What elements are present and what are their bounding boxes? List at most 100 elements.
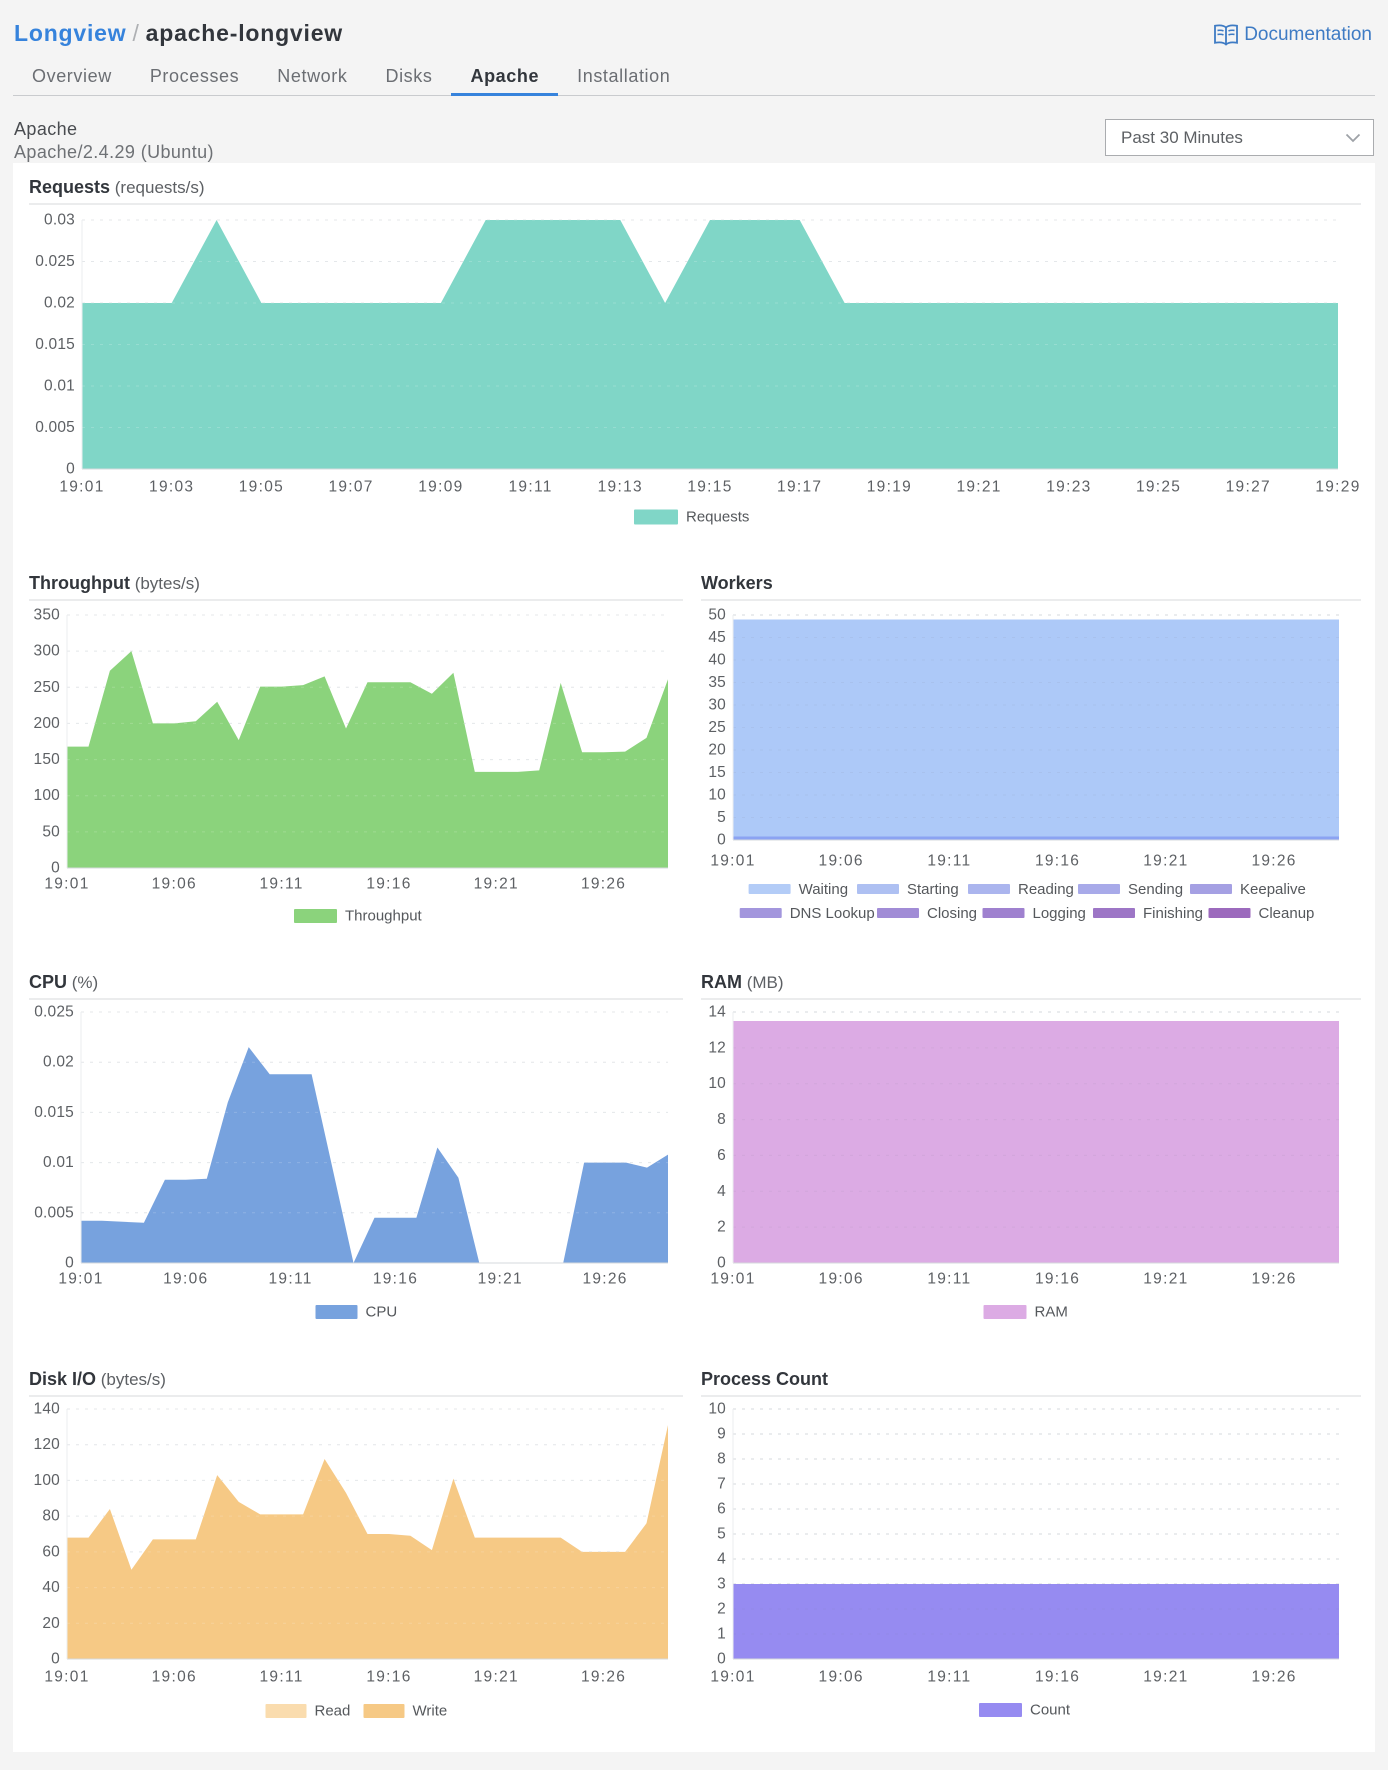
svg-text:0: 0 — [717, 1255, 726, 1272]
svg-text:19:16: 19:16 — [1035, 1669, 1080, 1686]
svg-text:0.005: 0.005 — [34, 1204, 74, 1221]
svg-text:0.015: 0.015 — [34, 1104, 74, 1121]
svg-text:Workers: Workers — [701, 573, 773, 593]
svg-text:19:11: 19:11 — [927, 1271, 971, 1288]
svg-text:19:16: 19:16 — [373, 1271, 418, 1288]
svg-text:Closing: Closing — [927, 905, 977, 922]
svg-text:19:16: 19:16 — [1035, 853, 1080, 870]
svg-text:0: 0 — [717, 1651, 726, 1668]
svg-text:10: 10 — [708, 1075, 726, 1092]
svg-text:19:26: 19:26 — [581, 1669, 626, 1686]
svg-text:0.015: 0.015 — [35, 336, 75, 353]
svg-text:Waiting: Waiting — [799, 881, 848, 898]
svg-text:Disk I/O (bytes/s): Disk I/O (bytes/s) — [29, 1369, 166, 1389]
svg-text:4: 4 — [717, 1183, 726, 1200]
svg-text:19:11: 19:11 — [269, 1271, 313, 1288]
svg-text:19:19: 19:19 — [867, 479, 912, 496]
svg-text:19:15: 19:15 — [687, 479, 732, 496]
svg-text:40: 40 — [42, 1579, 60, 1596]
svg-text:19:06: 19:06 — [152, 876, 197, 893]
svg-text:Requests (requests/s): Requests (requests/s) — [29, 177, 205, 197]
svg-text:19:21: 19:21 — [1143, 853, 1188, 870]
svg-text:19:01: 19:01 — [710, 1271, 755, 1288]
svg-text:6: 6 — [717, 1147, 726, 1164]
svg-text:19:06: 19:06 — [819, 1669, 864, 1686]
svg-text:45: 45 — [708, 629, 726, 646]
svg-text:DNS Lookup: DNS Lookup — [790, 905, 875, 922]
svg-text:19:06: 19:06 — [819, 1271, 864, 1288]
svg-text:50: 50 — [42, 823, 60, 840]
svg-text:19:21: 19:21 — [1143, 1669, 1188, 1686]
svg-text:19:23: 19:23 — [1046, 479, 1091, 496]
svg-text:20: 20 — [708, 742, 726, 759]
svg-text:Write: Write — [413, 1703, 448, 1720]
svg-text:5: 5 — [717, 1526, 726, 1543]
svg-text:19:16: 19:16 — [366, 1669, 411, 1686]
svg-text:RAM (MB): RAM (MB) — [701, 972, 784, 992]
svg-text:2: 2 — [717, 1601, 726, 1618]
svg-text:1: 1 — [717, 1626, 726, 1643]
svg-text:Starting: Starting — [907, 881, 959, 898]
svg-text:19:25: 19:25 — [1136, 479, 1181, 496]
svg-text:19:06: 19:06 — [819, 853, 864, 870]
svg-text:5: 5 — [717, 809, 726, 826]
svg-text:4: 4 — [717, 1551, 726, 1568]
svg-text:19:01: 19:01 — [44, 876, 89, 893]
svg-text:19:26: 19:26 — [581, 876, 626, 893]
svg-text:Cleanup: Cleanup — [1259, 905, 1315, 922]
svg-text:0: 0 — [51, 1651, 60, 1668]
svg-text:150: 150 — [34, 751, 61, 768]
svg-text:CPU: CPU — [366, 1304, 398, 1321]
svg-text:19:06: 19:06 — [152, 1669, 197, 1686]
svg-text:Logging: Logging — [1033, 905, 1086, 922]
svg-text:6: 6 — [717, 1501, 726, 1518]
svg-text:0.005: 0.005 — [35, 419, 75, 436]
svg-text:19:11: 19:11 — [260, 1669, 304, 1686]
svg-text:0: 0 — [65, 1255, 74, 1272]
svg-text:Keepalive: Keepalive — [1240, 881, 1306, 898]
svg-text:19:01: 19:01 — [59, 479, 104, 496]
svg-text:8: 8 — [717, 1111, 726, 1128]
svg-text:Finishing: Finishing — [1143, 905, 1203, 922]
svg-text:140: 140 — [34, 1401, 61, 1418]
svg-text:19:17: 19:17 — [777, 479, 822, 496]
svg-text:19:05: 19:05 — [239, 479, 284, 496]
svg-text:0.03: 0.03 — [44, 212, 75, 229]
svg-text:19:21: 19:21 — [478, 1271, 523, 1288]
svg-text:19:16: 19:16 — [366, 876, 411, 893]
svg-text:19:13: 19:13 — [598, 479, 643, 496]
svg-text:19:07: 19:07 — [328, 479, 373, 496]
svg-text:80: 80 — [42, 1508, 60, 1525]
svg-text:0.025: 0.025 — [34, 1004, 74, 1021]
svg-text:14: 14 — [708, 1004, 726, 1021]
svg-text:19:21: 19:21 — [474, 1669, 519, 1686]
svg-text:10: 10 — [708, 787, 726, 804]
svg-text:Reading: Reading — [1018, 881, 1074, 898]
svg-text:19:11: 19:11 — [927, 1669, 971, 1686]
svg-text:3: 3 — [717, 1576, 726, 1593]
svg-text:30: 30 — [708, 697, 726, 714]
svg-text:19:06: 19:06 — [163, 1271, 208, 1288]
svg-text:19:27: 19:27 — [1226, 479, 1271, 496]
svg-text:19:11: 19:11 — [260, 876, 304, 893]
svg-text:19:11: 19:11 — [509, 479, 553, 496]
svg-text:0.02: 0.02 — [44, 295, 75, 312]
svg-text:19:21: 19:21 — [1143, 1271, 1188, 1288]
svg-text:10: 10 — [708, 1401, 726, 1418]
svg-text:25: 25 — [708, 719, 726, 736]
svg-text:19:26: 19:26 — [582, 1271, 627, 1288]
svg-text:Requests: Requests — [686, 509, 749, 526]
svg-text:15: 15 — [708, 764, 726, 781]
svg-text:19:26: 19:26 — [1251, 1669, 1296, 1686]
svg-text:RAM: RAM — [1035, 1304, 1068, 1321]
svg-text:300: 300 — [34, 643, 61, 660]
svg-text:19:29: 19:29 — [1315, 479, 1360, 496]
svg-text:35: 35 — [708, 674, 726, 691]
svg-text:2: 2 — [717, 1219, 726, 1236]
svg-text:20: 20 — [42, 1615, 60, 1632]
svg-text:Count: Count — [1030, 1702, 1071, 1719]
svg-text:8: 8 — [717, 1451, 726, 1468]
svg-text:50: 50 — [708, 607, 726, 624]
svg-text:19:11: 19:11 — [927, 853, 971, 870]
svg-text:19:21: 19:21 — [956, 479, 1001, 496]
